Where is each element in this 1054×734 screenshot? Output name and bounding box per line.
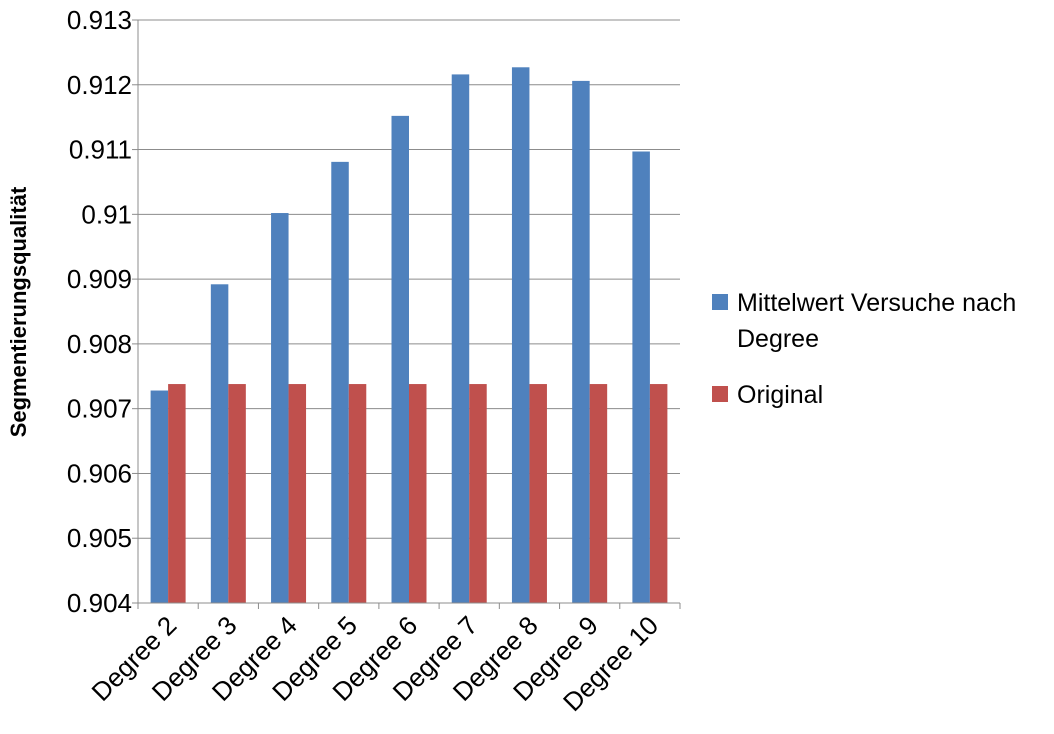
bar: [589, 384, 608, 603]
bar: [451, 74, 470, 603]
legend-label: Mittelwert Versuche nach: [737, 289, 1016, 317]
bar: [271, 213, 289, 603]
y-tick-label: 0.907: [67, 394, 132, 424]
bar: [168, 384, 186, 603]
bar: [391, 115, 409, 604]
legend-label: Degree: [737, 325, 819, 353]
bar: [210, 284, 229, 603]
legend-swatch: [712, 294, 728, 310]
legend-label: Original: [737, 381, 823, 409]
bar: [228, 384, 246, 603]
bar: [469, 384, 487, 603]
bar: [632, 151, 650, 603]
bar: [649, 384, 668, 603]
bar: [511, 67, 530, 603]
y-axis-title: Segmentierungsqualität: [6, 186, 31, 437]
bar: [331, 161, 349, 603]
y-tick-label: 0.908: [67, 329, 132, 359]
bar: [348, 384, 367, 603]
legend-swatch: [712, 386, 728, 402]
axes: [132, 19, 681, 609]
y-tick-label: 0.911: [69, 135, 132, 165]
bar: [409, 384, 427, 603]
y-tick-label: 0.905: [67, 523, 132, 553]
legend-item: Mittelwert Versuche nach Degree: [712, 289, 1016, 353]
y-tick-label: 0.904: [67, 588, 132, 618]
bars: [150, 67, 668, 604]
bar: [288, 384, 307, 603]
y-tick-label: 0.912: [67, 70, 132, 100]
bar: [150, 390, 169, 603]
y-tick-labels: 0.904 0.905 0.906 0.907 0.908 0.909 0.91 0.911 0…: [67, 5, 132, 618]
bar: [572, 80, 590, 603]
legend: Mittelwert Versuche nach Degree Original: [712, 289, 1016, 409]
bar: [529, 384, 547, 603]
y-tick-label: 0.91: [81, 199, 132, 229]
y-tick-label: 0.909: [67, 264, 132, 294]
legend-item: Original: [712, 381, 823, 409]
y-tick-label: 0.906: [67, 458, 132, 488]
y-tick-label: 0.913: [67, 5, 132, 35]
